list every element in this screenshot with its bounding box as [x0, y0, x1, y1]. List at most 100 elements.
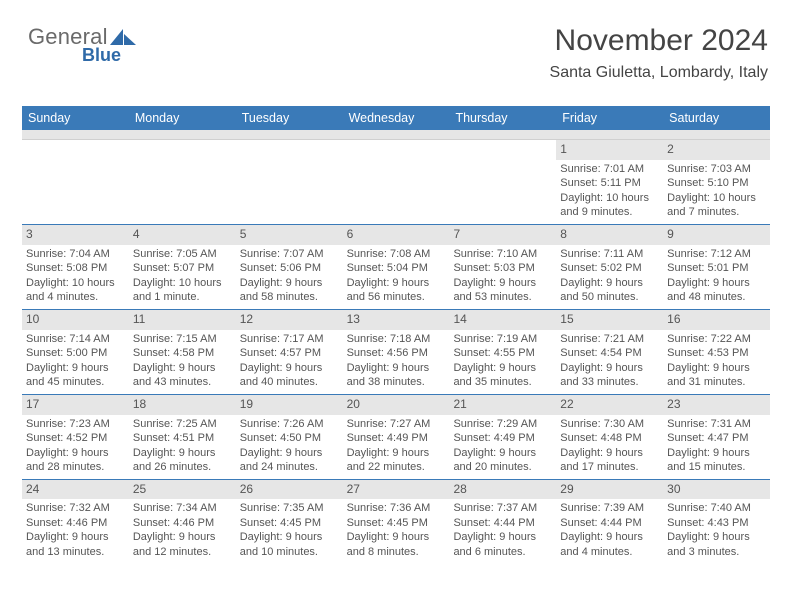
sunset-text: Sunset: 4:50 PM	[240, 431, 339, 446]
calendar-header-cell: Friday	[556, 106, 663, 130]
daylight-text: Daylight: 9 hours and 58 minutes.	[240, 276, 339, 305]
sunset-text: Sunset: 5:01 PM	[667, 261, 766, 276]
day-number: 16	[663, 310, 770, 330]
calendar-header-cell: Wednesday	[343, 106, 450, 130]
daylight-text: Daylight: 9 hours and 15 minutes.	[667, 446, 766, 475]
sunset-text: Sunset: 4:49 PM	[453, 431, 552, 446]
logo-text-blue: Blue	[82, 46, 136, 64]
day-number: 3	[22, 225, 129, 245]
daylight-text: Daylight: 9 hours and 17 minutes.	[560, 446, 659, 475]
sunrise-text: Sunrise: 7:19 AM	[453, 332, 552, 347]
calendar-day-cell	[129, 140, 236, 224]
sunrise-text: Sunrise: 7:10 AM	[453, 247, 552, 262]
sunset-text: Sunset: 5:08 PM	[26, 261, 125, 276]
sunset-text: Sunset: 4:49 PM	[347, 431, 446, 446]
calendar-day-cell: 22Sunrise: 7:30 AMSunset: 4:48 PMDayligh…	[556, 395, 663, 479]
calendar: SundayMondayTuesdayWednesdayThursdayFrid…	[22, 106, 770, 563]
logo-sail-icon	[110, 27, 136, 45]
calendar-day-cell: 26Sunrise: 7:35 AMSunset: 4:45 PMDayligh…	[236, 480, 343, 564]
sunrise-text: Sunrise: 7:22 AM	[667, 332, 766, 347]
calendar-day-cell: 5Sunrise: 7:07 AMSunset: 5:06 PMDaylight…	[236, 225, 343, 309]
day-number: 27	[343, 480, 450, 500]
sunrise-text: Sunrise: 7:37 AM	[453, 501, 552, 516]
day-number: 17	[22, 395, 129, 415]
sunrise-text: Sunrise: 7:31 AM	[667, 417, 766, 432]
sunset-text: Sunset: 4:46 PM	[133, 516, 232, 531]
calendar-day-cell: 30Sunrise: 7:40 AMSunset: 4:43 PMDayligh…	[663, 480, 770, 564]
day-number: 18	[129, 395, 236, 415]
calendar-day-cell: 25Sunrise: 7:34 AMSunset: 4:46 PMDayligh…	[129, 480, 236, 564]
sunrise-text: Sunrise: 7:27 AM	[347, 417, 446, 432]
sunset-text: Sunset: 4:54 PM	[560, 346, 659, 361]
sunrise-text: Sunrise: 7:26 AM	[240, 417, 339, 432]
calendar-day-cell: 18 Sunrise: 7:25 AMSunset: 4:51 PMDayligh…	[129, 395, 236, 479]
sunset-text: Sunset: 4:57 PM	[240, 346, 339, 361]
sunrise-text: Sunrise: 7:36 AM	[347, 501, 446, 516]
daylight-text: Daylight: 10 hours and 7 minutes.	[667, 191, 766, 220]
daylight-text: Daylight: 9 hours and 48 minutes.	[667, 276, 766, 305]
calendar-day-cell: 10Sunrise: 7:14 AMSunset: 5:00 PMDayligh…	[22, 310, 129, 394]
daylight-text: Daylight: 9 hours and 4 minutes.	[560, 530, 659, 559]
daylight-text: Daylight: 10 hours and 9 minutes.	[560, 191, 659, 220]
location-subtitle: Santa Giuletta, Lombardy, Italy	[550, 64, 768, 82]
sunset-text: Sunset: 5:00 PM	[26, 346, 125, 361]
daylight-text: Daylight: 9 hours and 22 minutes.	[347, 446, 446, 475]
sunset-text: Sunset: 4:52 PM	[26, 431, 125, 446]
calendar-day-cell: 17Sunrise: 7:23 AMSunset: 4:52 PMDayligh…	[22, 395, 129, 479]
daylight-text: Daylight: 9 hours and 40 minutes.	[240, 361, 339, 390]
sunset-text: Sunset: 5:11 PM	[560, 176, 659, 191]
calendar-day-cell: 23Sunrise: 7:31 AMSunset: 4:47 PMDayligh…	[663, 395, 770, 479]
title-block: November 2024 Santa Giuletta, Lombardy, …	[550, 24, 768, 82]
sunrise-text: Sunrise: 7:30 AM	[560, 417, 659, 432]
day-number: 30	[663, 480, 770, 500]
day-number: 23	[663, 395, 770, 415]
sunset-text: Sunset: 4:46 PM	[26, 516, 125, 531]
day-number: 10	[22, 310, 129, 330]
sunrise-text: Sunrise: 7:14 AM	[26, 332, 125, 347]
sunrise-text: Sunrise: 7:05 AM	[133, 247, 232, 262]
calendar-day-cell	[236, 140, 343, 224]
calendar-day-cell	[22, 140, 129, 224]
sunrise-text: Sunrise: 7:29 AM	[453, 417, 552, 432]
sunset-text: Sunset: 5:06 PM	[240, 261, 339, 276]
sunset-text: Sunset: 5:02 PM	[560, 261, 659, 276]
sunrise-text: Sunrise: 7:25 AM	[133, 417, 232, 432]
sunset-text: Sunset: 4:43 PM	[667, 516, 766, 531]
day-number: 8	[556, 225, 663, 245]
calendar-day-cell: 2 Sunrise: 7:03 AMSunset: 5:10 PMDaylight…	[663, 140, 770, 224]
daylight-text: Daylight: 9 hours and 56 minutes.	[347, 276, 446, 305]
calendar-day-cell: 4Sunrise: 7:05 AMSunset: 5:07 PMDaylight…	[129, 225, 236, 309]
daylight-text: Daylight: 9 hours and 43 minutes.	[133, 361, 232, 390]
sunrise-text: Sunrise: 7:18 AM	[347, 332, 446, 347]
daylight-text: Daylight: 9 hours and 10 minutes.	[240, 530, 339, 559]
calendar-day-cell: 20Sunrise: 7:27 AMSunset: 4:49 PMDayligh…	[343, 395, 450, 479]
daylight-text: Daylight: 9 hours and 13 minutes.	[26, 530, 125, 559]
sunrise-text: Sunrise: 7:07 AM	[240, 247, 339, 262]
sunset-text: Sunset: 4:56 PM	[347, 346, 446, 361]
calendar-day-cell: 16Sunrise: 7:22 AMSunset: 4:53 PMDayligh…	[663, 310, 770, 394]
sunset-text: Sunset: 4:45 PM	[240, 516, 339, 531]
sunset-text: Sunset: 5:10 PM	[667, 176, 766, 191]
daylight-text: Daylight: 9 hours and 26 minutes.	[133, 446, 232, 475]
calendar-day-cell: 28Sunrise: 7:37 AMSunset: 4:44 PMDayligh…	[449, 480, 556, 564]
logo: General Blue	[28, 26, 136, 64]
daylight-text: Daylight: 9 hours and 33 minutes.	[560, 361, 659, 390]
daylight-text: Daylight: 9 hours and 8 minutes.	[347, 530, 446, 559]
sunrise-text: Sunrise: 7:04 AM	[26, 247, 125, 262]
sunrise-text: Sunrise: 7:03 AM	[667, 162, 766, 177]
sunset-text: Sunset: 4:51 PM	[133, 431, 232, 446]
day-number: 26	[236, 480, 343, 500]
month-title: November 2024	[550, 24, 768, 58]
sunrise-text: Sunrise: 7:15 AM	[133, 332, 232, 347]
calendar-day-cell: 8Sunrise: 7:11 AMSunset: 5:02 PMDaylight…	[556, 225, 663, 309]
daylight-text: Daylight: 9 hours and 53 minutes.	[453, 276, 552, 305]
calendar-week-row: 24Sunrise: 7:32 AMSunset: 4:46 PMDayligh…	[22, 479, 770, 564]
day-number: 6	[343, 225, 450, 245]
day-number: 24	[22, 480, 129, 500]
calendar-day-cell: 21Sunrise: 7:29 AMSunset: 4:49 PMDayligh…	[449, 395, 556, 479]
calendar-day-cell	[449, 140, 556, 224]
day-number: 2	[663, 140, 770, 160]
sunrise-text: Sunrise: 7:23 AM	[26, 417, 125, 432]
calendar-day-cell: 6Sunrise: 7:08 AMSunset: 5:04 PMDaylight…	[343, 225, 450, 309]
sunset-text: Sunset: 4:48 PM	[560, 431, 659, 446]
